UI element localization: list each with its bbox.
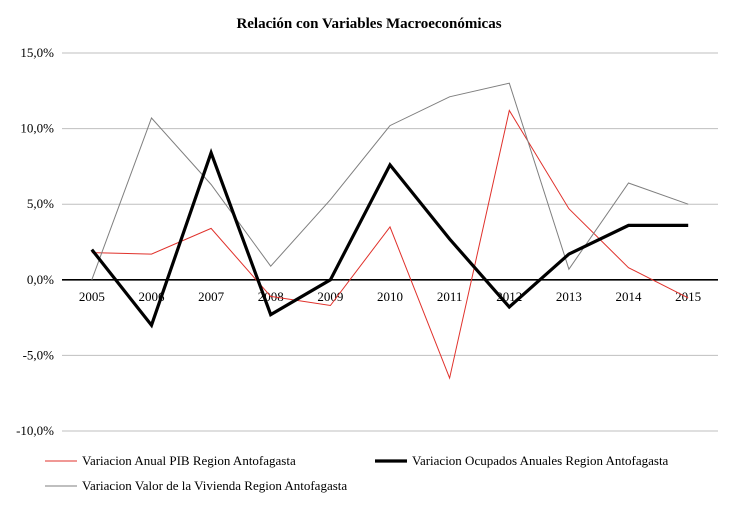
y-tick-label: 5,0% <box>27 196 54 211</box>
x-tick-label: 2009 <box>317 289 343 304</box>
series-line-2 <box>90 148 689 329</box>
x-tick-label: 2011 <box>437 289 463 304</box>
y-tick-label: 15,0% <box>20 45 54 60</box>
x-tick-label: 2014 <box>616 289 643 304</box>
series-lines <box>90 82 689 380</box>
x-axis-tick-labels: 2005 2006 2007 2008 2009 2010 2011 2012 2013 2014… <box>79 289 701 304</box>
legend-item: Variacion Ocupados Anuales Region Antofa… <box>375 453 669 468</box>
y-tick-label: -5,0% <box>23 347 55 362</box>
series-line-3 <box>91 82 689 280</box>
legend-label: Variacion Valor de la Vivienda Region An… <box>82 478 347 493</box>
legend-item: Variacion Valor de la Vivienda Region An… <box>45 478 347 493</box>
legend-label: Variacion Ocupados Anuales Region Antofa… <box>412 453 669 468</box>
series-line-1 <box>91 109 689 380</box>
x-tick-label: 2015 <box>675 289 701 304</box>
y-tick-label: 10,0% <box>20 121 54 136</box>
legend-label: Variacion Anual PIB Region Antofagasta <box>82 453 296 468</box>
gridlines <box>62 52 718 432</box>
legend: Variacion Anual PIB Region Antofagasta Va… <box>45 453 669 493</box>
x-tick-label: 2005 <box>79 289 105 304</box>
x-tick-label: 2013 <box>556 289 582 304</box>
x-tick-label: 2006 <box>138 289 165 304</box>
y-axis-tick-labels: 15,0% 10,0% 5,0% 0,0% -5,0% -10,0% <box>16 45 54 438</box>
y-tick-label: -10,0% <box>16 423 54 438</box>
y-tick-label: 0,0% <box>27 272 54 287</box>
chart-title: Relación con Variables Macroeconómicas <box>236 16 501 32</box>
legend-item: Variacion Anual PIB Region Antofagasta <box>45 453 296 468</box>
x-tick-label: 2007 <box>198 289 225 304</box>
x-tick-label: 2010 <box>377 289 403 304</box>
